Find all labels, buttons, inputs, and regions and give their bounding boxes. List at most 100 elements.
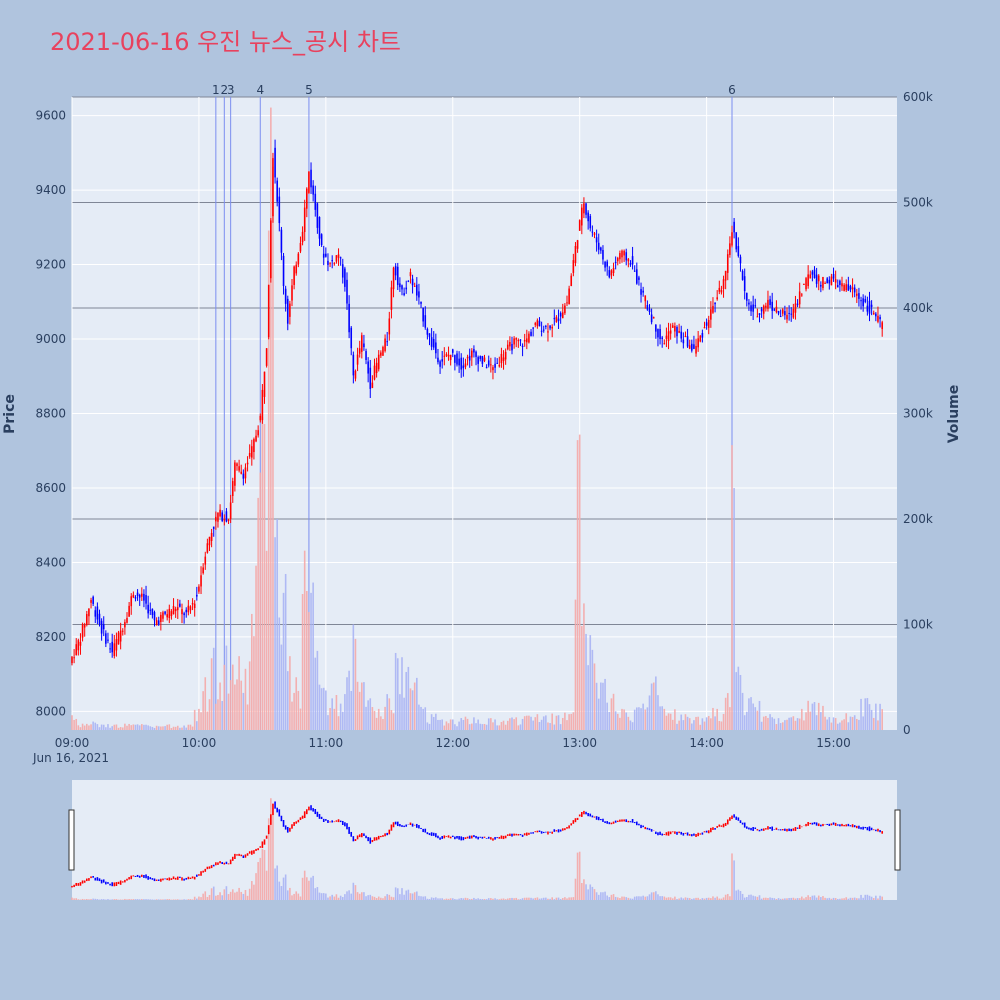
candle-body — [523, 339, 526, 342]
volume-bar — [270, 107, 272, 731]
candle-body — [331, 260, 333, 262]
slider-volume-bar — [346, 891, 348, 900]
volume-bar — [646, 707, 649, 730]
slider-volume-bar — [143, 899, 145, 900]
slider-volume-bar — [521, 898, 524, 900]
slider-volume-bar — [157, 899, 160, 900]
slider-volume-bar — [602, 892, 604, 900]
slider-volume-bar — [481, 899, 484, 900]
slider-volume-bar — [208, 894, 211, 900]
candle-body — [843, 284, 845, 291]
price-tick-label: 8200 — [35, 630, 66, 644]
slider-volume-bar — [210, 888, 213, 900]
slider-volume-bar — [583, 879, 585, 900]
slider-volume-bar — [361, 892, 363, 900]
volume-bar — [756, 710, 759, 730]
volume-bar — [631, 722, 634, 730]
volume-bar — [265, 550, 268, 730]
candle-body — [164, 611, 166, 614]
volume-bar — [638, 707, 640, 730]
volume-bar — [705, 717, 708, 730]
volume-bar — [720, 721, 723, 730]
volume-bar — [102, 724, 105, 730]
slider-volume-bar — [697, 897, 699, 900]
candle-body — [866, 305, 869, 312]
candle-body — [864, 299, 867, 302]
price-tick-label: 9400 — [35, 183, 66, 197]
volume-bar — [179, 727, 181, 730]
candle-body — [496, 362, 498, 364]
range-slider-left-handle[interactable] — [68, 809, 75, 871]
slider-volume-bar — [318, 892, 321, 900]
slider-volume-bar — [115, 899, 118, 900]
volume-bar — [534, 717, 537, 730]
slider-volume-bar — [299, 896, 302, 900]
candle-body — [621, 250, 623, 258]
slider-volume-bar — [155, 899, 158, 900]
candle-body — [771, 301, 773, 311]
slider-volume-bar — [291, 895, 293, 900]
candle-body — [219, 509, 221, 517]
candle-body — [671, 325, 674, 328]
volume-bar — [847, 722, 850, 730]
slider-volume-bar — [449, 898, 452, 900]
candle-body — [589, 216, 592, 229]
volume-bar — [464, 716, 467, 730]
slider-volume-bar — [809, 896, 812, 900]
volume-bar — [98, 727, 101, 730]
slider-volume-bar — [523, 897, 526, 900]
volume-bar — [462, 719, 465, 730]
candle-body — [684, 335, 687, 337]
volume-bar — [500, 721, 503, 730]
volume-bar — [832, 717, 835, 730]
chart-title: 2021-06-16 우진 뉴스_공시 차트 — [50, 28, 402, 56]
candle-body — [98, 613, 101, 625]
slider-volume-bar — [132, 899, 135, 900]
slider-volume-bar — [642, 895, 644, 900]
volume-bar — [172, 726, 175, 730]
candle-body — [659, 329, 661, 340]
volume-bar — [748, 698, 750, 730]
slider-volume-bar — [815, 897, 818, 900]
volume-bar — [811, 703, 814, 730]
volume-bar — [329, 708, 331, 730]
range-slider-background[interactable] — [72, 780, 897, 900]
candle-body — [822, 276, 824, 289]
candle-body — [600, 247, 602, 251]
volume-bar — [667, 713, 670, 730]
volume-bar — [735, 672, 738, 730]
slider-volume-bar — [775, 899, 778, 900]
news-marker-label: 5 — [305, 83, 313, 97]
volume-bar — [352, 624, 355, 730]
volume-bar — [333, 708, 336, 730]
slider-volume-bar — [820, 897, 822, 900]
slider-volume-bar — [295, 891, 298, 900]
candle-body — [267, 284, 270, 338]
slider-volume-bar — [574, 878, 577, 900]
candle-body — [405, 287, 408, 290]
candle-body — [422, 307, 424, 322]
candle-body — [875, 313, 877, 317]
candle-body — [242, 473, 245, 479]
candle-body — [805, 278, 807, 290]
candle-body — [337, 254, 340, 258]
volume-bar — [428, 723, 431, 730]
volume-bar — [272, 166, 274, 731]
volume-bar — [636, 707, 638, 730]
slider-volume-bar — [796, 898, 799, 900]
volume-bar — [817, 702, 820, 730]
candle-body — [145, 595, 147, 604]
candle-body — [335, 255, 338, 262]
volume-bar — [801, 708, 803, 730]
candle-body — [236, 463, 238, 467]
slider-volume-bar — [212, 886, 215, 900]
slider-volume-bar — [860, 894, 862, 900]
volume-bar — [200, 712, 202, 730]
slider-volume-bar — [162, 899, 164, 900]
volume-bar — [760, 721, 763, 730]
volume-bar — [792, 716, 795, 730]
candle-body — [686, 336, 689, 347]
slider-volume-bar — [758, 895, 761, 900]
range-slider-right-handle[interactable] — [894, 809, 901, 871]
